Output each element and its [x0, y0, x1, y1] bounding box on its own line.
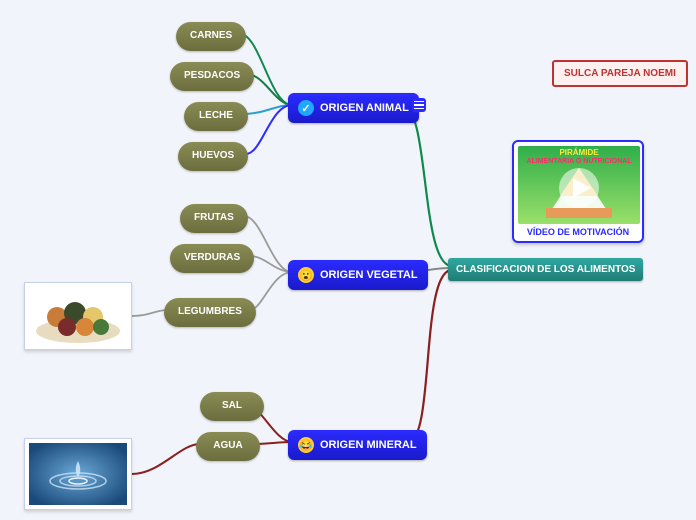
leaf-huevos[interactable]: HUEVOS [178, 142, 248, 171]
leaf-verduras[interactable]: VERDURAS [170, 244, 254, 273]
water-thumb [29, 443, 127, 505]
video-card[interactable]: PIRÁMIDE ALIMENTARIA O NUTRICIONAL VÍDEO… [512, 140, 644, 243]
branch-mineral-label: ORIGEN MINERAL [320, 439, 417, 451]
leaf-pesdacos[interactable]: PESDACOS [170, 62, 254, 91]
author-text: SULCA PAREJA NOEMI [564, 68, 676, 79]
branch-vegetal-label: ORIGEN VEGETAL [320, 269, 418, 281]
branch-vegetal[interactable]: 😮 ORIGEN VEGETAL [288, 260, 428, 290]
root-label: CLASIFICACION DE LOS ALIMENTOS [456, 264, 635, 275]
image-legumes[interactable] [24, 282, 132, 350]
note-icon[interactable] [412, 98, 426, 112]
image-water[interactable] [24, 438, 132, 510]
root-node[interactable]: CLASIFICACION DE LOS ALIMENTOS [448, 258, 643, 281]
leaf-legumbres[interactable]: LEGUMBRES [164, 298, 256, 327]
laugh-icon: 😂 [298, 437, 314, 453]
mindmap-stage: { "canvas": { "width": 696, "height": 52… [0, 0, 696, 520]
shock-icon: 😮 [298, 267, 314, 283]
branch-animal-label: ORIGEN ANIMAL [320, 102, 409, 114]
leaf-frutas[interactable]: FRUTAS [180, 204, 248, 233]
branch-mineral[interactable]: 😂 ORIGEN MINERAL [288, 430, 427, 460]
video-caption: VÍDEO DE MOTIVACIÓN [518, 227, 638, 237]
video-thumb: PIRÁMIDE ALIMENTARIA O NUTRICIONAL [518, 146, 640, 224]
leaf-agua[interactable]: AGUA [196, 432, 260, 461]
leaf-sal[interactable]: SAL [200, 392, 264, 421]
legumes-thumb [29, 287, 127, 345]
check-icon: ✓ [298, 100, 314, 116]
branch-animal[interactable]: ✓ ORIGEN ANIMAL [288, 93, 419, 123]
leaf-leche[interactable]: LECHE [184, 102, 248, 131]
leaf-carnes[interactable]: CARNES [176, 22, 246, 51]
author-box: SULCA PAREJA NOEMI [552, 60, 688, 87]
